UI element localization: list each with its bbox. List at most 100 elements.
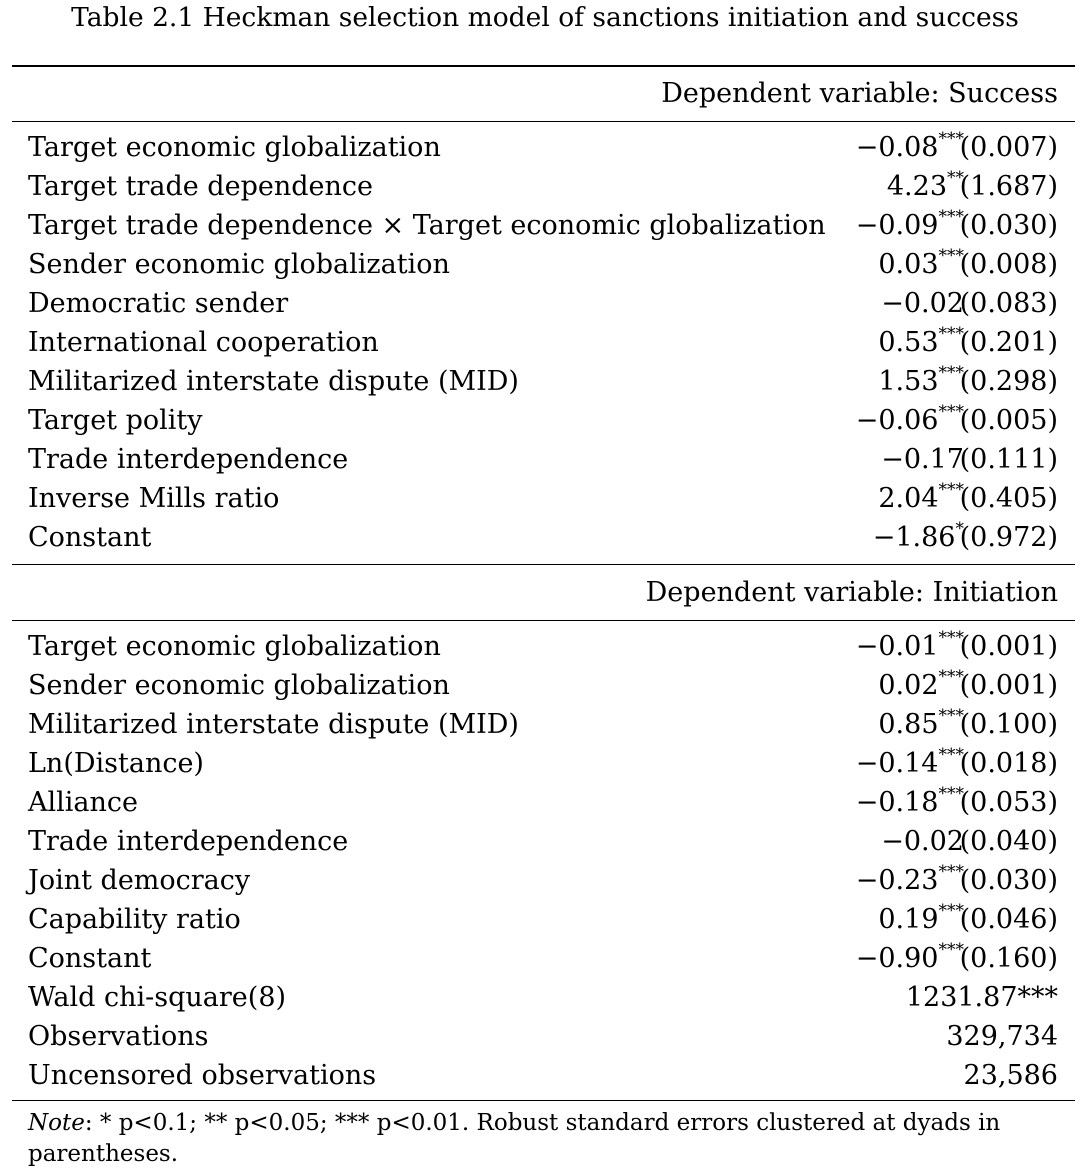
significance-stars: ***	[938, 706, 965, 726]
significance-stars: ***	[938, 129, 965, 149]
coefficient-value: 0.19	[878, 904, 939, 935]
significance-stars: ***	[938, 940, 965, 960]
stat-row: Observations 329,734	[0, 1017, 1090, 1056]
significance-stars: ***	[938, 324, 965, 344]
coefficient: −0.02	[881, 822, 964, 861]
coefficient-value: −0.14	[855, 748, 939, 779]
significance-stars: ***	[938, 207, 965, 227]
significance-stars: ***	[938, 784, 965, 804]
coefficient-value: 0.02	[878, 670, 939, 701]
table-row: Alliance −0.18*** (0.053)	[0, 783, 1090, 822]
stat-label: Observations	[28, 1021, 209, 1052]
table-row: Trade interdependence −0.02 (0.040)	[0, 822, 1090, 861]
bottom-rule	[12, 1100, 1075, 1101]
significance-stars: ***	[938, 246, 965, 266]
coefficient: 0.03***	[878, 245, 964, 284]
stat-value: 1231.87***	[905, 982, 1058, 1013]
coefficient: 2.04***	[878, 479, 964, 518]
table-row: Militarized interstate dispute (MID) 1.53…	[0, 362, 1090, 401]
panel2-header: Dependent variable: Initiation	[645, 577, 1058, 608]
table-row: Constant −1.86* (0.972)	[0, 518, 1090, 557]
note-lead: Note	[28, 1110, 85, 1136]
row-label: Target trade dependence × Target economi…	[28, 210, 826, 241]
standard-error: (0.298)	[959, 366, 1058, 397]
row-label: Trade interdependence	[28, 826, 349, 857]
table-row: Target polity −0.06*** (0.005)	[0, 401, 1090, 440]
table-row: Target economic globalization −0.08*** (0.…	[0, 128, 1090, 167]
coefficient-value: −0.23	[855, 865, 939, 896]
table-row: Target economic globalization −0.01*** (0.…	[0, 627, 1090, 666]
table-row: Target trade dependence × Target economi…	[0, 206, 1090, 245]
stat-value: 329,734	[946, 1021, 1058, 1052]
standard-error: (0.001)	[959, 670, 1058, 701]
significance-stars: ***	[938, 402, 965, 422]
coefficient-value: −1.86	[872, 522, 956, 553]
stat-label: Wald chi-square(8)	[28, 982, 287, 1013]
row-label: Constant	[28, 943, 152, 974]
coefficient-value: −0.18	[855, 787, 939, 818]
table-row: Democratic sender −0.02 (0.083)	[0, 284, 1090, 323]
standard-error: (0.405)	[959, 483, 1058, 514]
row-label: Target trade dependence	[28, 171, 373, 202]
coefficient: −0.08***	[856, 128, 964, 167]
coefficient: 0.85***	[878, 705, 964, 744]
row-label: Capability ratio	[28, 904, 241, 935]
table-row: Ln(Distance) −0.14*** (0.018)	[0, 744, 1090, 783]
standard-error: (0.100)	[959, 709, 1058, 740]
standard-error: (0.040)	[959, 826, 1058, 857]
coefficient: −0.02	[881, 284, 964, 323]
coefficient-value: −0.06	[855, 405, 939, 436]
table-caption: Table 2.1 Heckman selection model of san…	[71, 2, 1019, 33]
row-label: Inverse Mills ratio	[28, 483, 280, 514]
row-label: Constant	[28, 522, 152, 553]
significance-stars: ***	[938, 363, 965, 383]
table-row: Capability ratio 0.19*** (0.046)	[0, 900, 1090, 939]
significance-stars: *	[955, 519, 965, 539]
stat-label: Uncensored observations	[28, 1060, 377, 1091]
table-row: Militarized interstate dispute (MID) 0.85…	[0, 705, 1090, 744]
coefficient-value: 0.03	[878, 249, 939, 280]
standard-error: (0.007)	[959, 132, 1058, 163]
standard-error: (0.160)	[959, 943, 1058, 974]
coefficient: 0.53***	[878, 323, 964, 362]
table-row: International cooperation 0.53*** (0.201)	[0, 323, 1090, 362]
standard-error: (0.083)	[959, 288, 1058, 319]
coefficient-value: −0.08	[855, 132, 939, 163]
table-row: Inverse Mills ratio 2.04*** (0.405)	[0, 479, 1090, 518]
coefficient: 0.19***	[878, 900, 964, 939]
row-label: Sender economic globalization	[28, 249, 450, 280]
row-label: Trade interdependence	[28, 444, 349, 475]
coefficient-value: 2.04	[878, 483, 939, 514]
stat-value: 23,586	[963, 1060, 1058, 1091]
row-label: Joint democracy	[28, 865, 251, 896]
standard-error: (1.687)	[959, 171, 1058, 202]
row-label: Target economic globalization	[28, 631, 441, 662]
coefficient: −0.23***	[856, 861, 964, 900]
standard-error: (0.030)	[959, 210, 1058, 241]
coefficient: −0.14***	[856, 744, 964, 783]
standard-error: (0.201)	[959, 327, 1058, 358]
note-text: : * p<0.1; ** p<0.05; *** p<0.01. Robust…	[28, 1110, 1001, 1167]
table-row: Sender economic globalization 0.03*** (0.0…	[0, 245, 1090, 284]
table-row: Joint democracy −0.23*** (0.030)	[0, 861, 1090, 900]
coefficient-value: 4.23	[886, 171, 947, 202]
coefficient-value: −0.01	[855, 631, 939, 662]
table-note: Note: * p<0.1; ** p<0.05; *** p<0.01. Ro…	[28, 1108, 1038, 1170]
row-label: Democratic sender	[28, 288, 289, 319]
coefficient: 4.23**	[887, 167, 964, 206]
panel1-header: Dependent variable: Success	[661, 78, 1058, 109]
significance-stars: ***	[938, 745, 965, 765]
coefficient-value: −0.17	[881, 444, 964, 475]
panel2-header-rule	[12, 620, 1075, 621]
significance-stars: ***	[938, 901, 965, 921]
coefficient: −0.09***	[856, 206, 964, 245]
row-label: Target economic globalization	[28, 132, 441, 163]
standard-error: (0.046)	[959, 904, 1058, 935]
row-label: Sender economic globalization	[28, 670, 450, 701]
coefficient: 0.02***	[878, 666, 964, 705]
row-label: Militarized interstate dispute (MID)	[28, 366, 519, 397]
significance-stars: **	[947, 168, 964, 188]
row-label: International cooperation	[28, 327, 379, 358]
significance-stars: ***	[938, 667, 965, 687]
stat-row: Uncensored observations 23,586	[0, 1056, 1090, 1095]
